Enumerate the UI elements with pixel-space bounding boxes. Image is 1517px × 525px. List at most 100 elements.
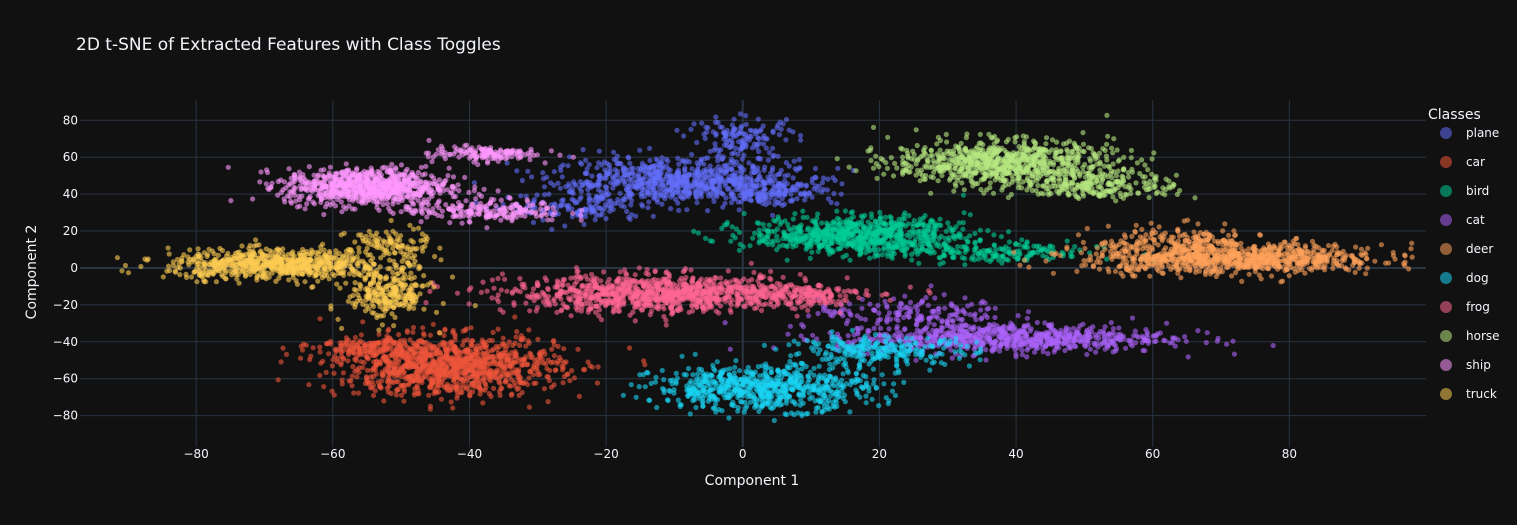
point-plane [583,214,588,219]
point-plane [732,182,737,187]
point-plane [770,154,775,159]
point-deer [1193,270,1198,275]
point-deer [1229,273,1234,278]
point-cat [1195,328,1200,333]
point-bird [742,211,747,216]
point-deer [1272,245,1277,250]
point-car [349,383,354,388]
point-plane [790,184,795,189]
point-car [552,353,557,358]
point-deer [1409,241,1414,246]
point-cat [884,303,889,308]
point-plane [581,147,586,152]
point-car [551,339,556,344]
point-car [284,352,289,357]
point-cat [992,329,997,334]
point-deer [1146,254,1151,259]
point-cat [962,295,967,300]
point-cat [960,317,965,322]
point-car [434,390,439,395]
point-car [366,356,371,361]
point-bird [774,234,779,239]
point-bird [913,249,918,254]
point-plane [534,192,539,197]
point-plane [578,160,583,165]
point-car [551,360,556,365]
point-bird [817,245,822,250]
point-car [547,378,552,383]
point-cat [1116,325,1121,330]
point-cat [902,294,907,299]
point-car [575,347,580,352]
point-bird [903,251,908,256]
point-cat [945,321,950,326]
point-cat [863,317,868,322]
point-cat [919,300,924,305]
point-car [535,369,540,374]
point-car [453,365,458,370]
point-bird [822,229,827,234]
point-plane [792,159,797,164]
point-car [396,379,401,384]
point-bird [1065,238,1070,243]
point-plane [724,169,729,174]
point-car [408,347,413,352]
point-cat [1045,351,1050,356]
point-cat [986,336,991,341]
point-car [307,357,312,362]
point-cat [914,317,919,322]
point-plane [783,137,788,142]
point-plane [652,163,657,168]
point-cat [867,302,872,307]
point-cat [1090,324,1095,329]
point-bird [937,244,942,249]
point-bird [792,211,797,216]
point-deer [1120,274,1125,279]
point-plane [561,197,566,202]
point-plane [736,199,741,204]
point-plane [626,155,631,160]
point-bird [1027,250,1032,255]
point-cat [992,340,997,345]
point-plane [570,187,575,192]
point-car [360,340,365,345]
point-car [414,349,419,354]
point-cat [1224,342,1229,347]
point-car [276,377,281,382]
point-plane [558,168,563,173]
point-cat [966,324,971,329]
point-car [448,339,453,344]
point-bird [776,214,781,219]
point-bird [875,228,880,233]
point-plane [654,156,659,161]
point-car [346,338,351,343]
point-plane [704,186,709,191]
point-deer [1302,271,1307,276]
point-bird [998,246,1003,251]
point-car [371,393,376,398]
point-plane [549,227,554,232]
point-car [385,328,390,333]
point-car [421,365,426,370]
point-deer [1139,262,1144,267]
point-deer [1364,256,1369,261]
point-cat [928,283,933,288]
point-bird [719,226,724,231]
point-plane [691,121,696,126]
point-bird [797,230,802,235]
point-plane [577,197,582,202]
point-plane [726,186,731,191]
point-car [400,367,405,372]
point-car [561,346,566,351]
point-cat [972,335,977,340]
point-bird [963,250,968,255]
point-bird [883,221,888,226]
point-cat [993,306,998,311]
point-cat [1046,337,1051,342]
point-bird [730,233,735,238]
point-cat [1130,315,1135,320]
point-car [431,322,436,327]
point-cat [907,315,912,320]
point-plane [573,200,578,205]
point-plane [743,113,748,118]
